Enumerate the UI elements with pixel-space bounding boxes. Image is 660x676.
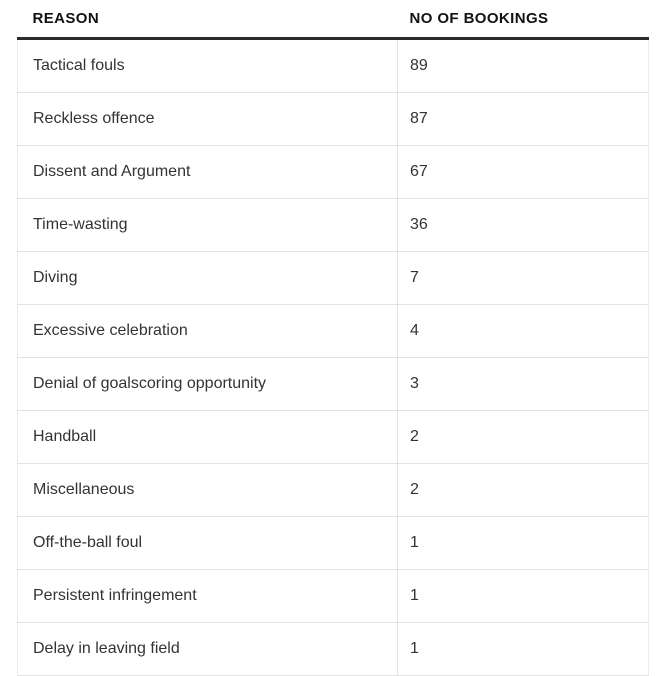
bookings-cell: 36 xyxy=(397,198,649,252)
table-row: Dissent and Argument 67 xyxy=(17,145,649,199)
table-row: Delay in leaving field 1 xyxy=(17,622,649,676)
reason-cell: Excessive celebration xyxy=(17,304,398,358)
table-row: Reckless offence 87 xyxy=(17,92,649,146)
reason-cell: Dissent and Argument xyxy=(17,145,398,199)
bookings-cell: 4 xyxy=(397,304,649,358)
reason-cell: Tactical fouls xyxy=(17,38,398,93)
bookings-cell: 1 xyxy=(397,516,649,570)
bookings-cell: 7 xyxy=(397,251,649,305)
reason-cell: Miscellaneous xyxy=(17,463,398,517)
table-row: Diving 7 xyxy=(17,251,649,305)
column-header-reason: REASON xyxy=(17,0,398,40)
bookings-cell: 67 xyxy=(397,145,649,199)
reason-cell: Diving xyxy=(17,251,398,305)
bookings-table-container: REASON NO OF BOOKINGS Tactical fouls 89 … xyxy=(17,0,649,676)
table-row: Tactical fouls 89 xyxy=(17,38,649,93)
reason-cell: Handball xyxy=(17,410,398,464)
bookings-cell: 1 xyxy=(397,569,649,623)
bookings-cell: 89 xyxy=(397,38,649,93)
bookings-cell: 87 xyxy=(397,92,649,146)
table-row: Persistent infringement 1 xyxy=(17,569,649,623)
reason-cell: Off-the-ball foul xyxy=(17,516,398,570)
table-row: Handball 2 xyxy=(17,410,649,464)
table-row: Miscellaneous 2 xyxy=(17,463,649,517)
column-header-bookings: NO OF BOOKINGS xyxy=(397,0,649,40)
reason-cell: Denial of goalscoring opportunity xyxy=(17,357,398,411)
bookings-cell: 1 xyxy=(397,622,649,676)
bookings-cell: 2 xyxy=(397,463,649,517)
bookings-table: REASON NO OF BOOKINGS Tactical fouls 89 … xyxy=(17,0,649,676)
table-row: Off-the-ball foul 1 xyxy=(17,516,649,570)
table-row: Excessive celebration 4 xyxy=(17,304,649,358)
bookings-cell: 2 xyxy=(397,410,649,464)
table-row: Time-wasting 36 xyxy=(17,198,649,252)
table-row: Denial of goalscoring opportunity 3 xyxy=(17,357,649,411)
reason-cell: Time-wasting xyxy=(17,198,398,252)
table-body: Tactical fouls 89 Reckless offence 87 Di… xyxy=(17,38,649,676)
reason-cell: Reckless offence xyxy=(17,92,398,146)
header-row: REASON NO OF BOOKINGS xyxy=(17,0,649,40)
reason-cell: Delay in leaving field xyxy=(17,622,398,676)
bookings-cell: 3 xyxy=(397,357,649,411)
reason-cell: Persistent infringement xyxy=(17,569,398,623)
